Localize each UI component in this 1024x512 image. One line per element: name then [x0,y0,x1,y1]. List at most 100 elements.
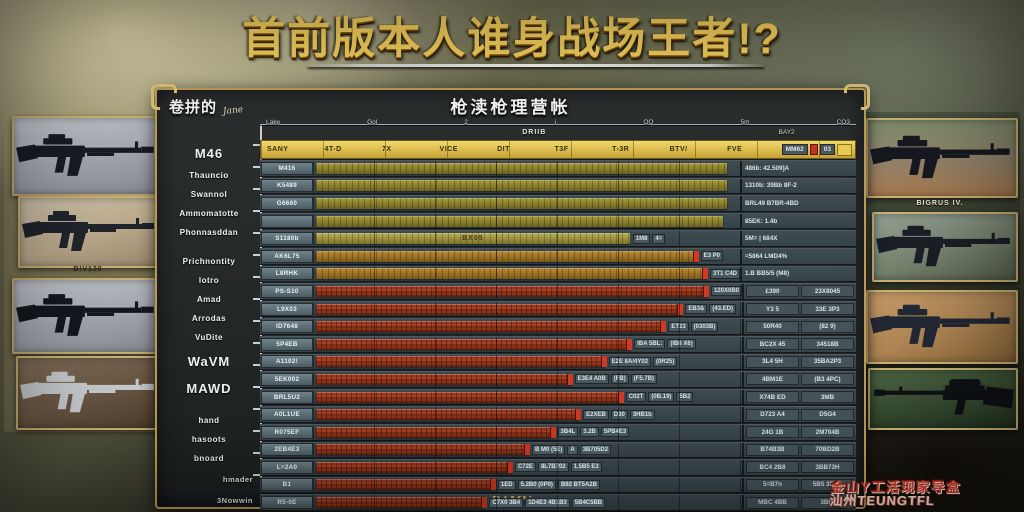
bar-end-value-box: C7X0 3B4 [489,497,524,508]
column-header: T3F [554,146,569,153]
row-stat-track: C72E 8L7B702 1.5B5 E3 [313,460,742,475]
stats-panel: 枪渎枪理营帐 卷拼的 Jane M46 Thauncio Swannol Ammoma… [151,84,870,512]
bar-end-value-box: (0B.19) [648,392,675,403]
bar-end-chips: C7X0 3B4 1D4E3 4B1B3 5B4C5BB [489,497,606,508]
bar-center-text: BX05 [462,235,484,243]
row-right-values: 50R40 (82 9) [742,319,856,334]
table-sub-labels: DRIIB BAY2 [260,129,856,140]
row-right-values: 24G 1B 2M704B [742,424,856,440]
row-weapon-label: A0L1UE [261,408,313,422]
row-value-primary: BC2X 45 [746,338,799,351]
row-stat-track [313,178,740,194]
table-body: M416 486b: 42.509]A K5489 1310b: 39Bb 8F-2 G… [260,160,856,512]
row-stat-track [313,161,740,176]
table-row: 5P4EB IBA 5BL: (IB8 X6) BC2X 45 34518B [260,335,856,353]
bar-end-chips: E3E4 A0B (FB) (F5.7B) [574,374,658,385]
bar-end-value-box: 3B705D2 [579,444,612,455]
row-value-secondary: (82 9) [801,320,854,333]
row-weapon-label [261,214,313,228]
row-stat-bar [316,250,699,262]
row-value-secondary: 33E 3P3 [801,303,854,316]
row-right-values: B74B3B 70BD2B [742,442,856,458]
row-annotation: 1.B BB5/5 (M8) [740,266,856,282]
bar-end-value-box: 1M8 [632,233,651,244]
gun-image-right-1 [866,118,1018,198]
table-row: G6660 BRL49 B7BR-4BD [260,195,856,212]
row-annotation: BRL49 B7BR-4BD [740,196,856,211]
row-stat-track: ET23 (0303B) [313,319,742,334]
table-row: ID7648 ET23 (0303B) 50R40 (82 9) [260,318,856,335]
row-right-values: D723 A4 D5G4 [742,407,856,422]
bar-end-value-box: B92 BT5A2B [557,479,600,490]
sidebar-weapon-label: 3Nowwin [216,496,253,505]
row-stat-track: 3B4L 3.2B 5PB4E3 [313,424,742,440]
bar-end-chips: 3T1 C4D [709,268,740,279]
row-weapon-label: 2EB4E3 [261,443,313,457]
title-underline [308,64,764,67]
panel-title: 枪渎枪理营帐 [450,98,571,117]
bar-end-value-box: 120X0B0 [710,286,742,297]
row-stat-track: EB3& (43.ED) [313,301,742,317]
table-header-row: SANY 4T-D 7X VICE DIT T3F T-3R BTV/FVE MM62 03 [260,140,856,159]
ruler-tick-label: Gol [367,119,378,126]
row-annotation: =5864 LMD4% [740,248,856,264]
row-weapon-label: S1180b [261,232,313,246]
row-weapon-label: M416 [261,161,313,175]
sidebar-weapon-label: Ammomatotte [179,209,239,218]
column-header: 4T-D [324,146,342,153]
row-value-secondary: D5G4 [801,408,854,421]
table-mid-label: DRIIB [522,129,547,136]
table-row: A0L1UE E2XEB D30 3HB1b D723 A4 D5G4 [260,406,856,423]
row-stat-track: E2E 8A/4Y02 (0R25) [313,354,742,370]
bar-end-value-box: C72E [514,462,536,473]
gun-image-left-3 [12,278,162,354]
bar-end-value-box: (IB8 X6) [667,339,696,350]
row-value-secondary: 35BA2P3 [801,355,854,368]
row-weapon-label: 5EK002 [261,372,313,386]
column-header: VICE [439,146,458,153]
sidebar-weapon-label: lotro [198,276,220,285]
table-row: K5489 1310b: 39Bb 8F-2 [260,177,856,195]
table-row: 85EK: 1.4b [260,212,856,230]
sidebar-weapon-label: hasoots [191,435,227,444]
row-weapon-label: L9X03 [261,302,313,316]
sidebar-weapon-label: Arrodas [191,314,227,323]
bar-end-value-box: 3.2B [580,427,599,438]
bar-end-value-box: D30 [610,409,628,420]
bar-end-value-box: 5B2 [676,392,694,403]
table-row: 2EB4E3 B M0 (5E) A 3B705D2 B74B3B 70BD2B [260,441,856,459]
row-stat-bar [316,444,530,456]
table-row: BRL5U2 C02T (0B.19) 5B2 X74B ED 3MB [260,388,856,406]
row-stat-bar [316,197,728,209]
row-stat-bar [316,162,728,174]
row-value-primary: 50R40 [746,320,799,333]
row-weapon-label: R5-0E [261,496,313,510]
sidebar-weapon-label: M46 [194,146,224,161]
red-marker-chip [809,144,818,155]
table-row: 5EK002 E3E4 A0B (FB) (F5.7B) 4BM1E (B3 4PC) [260,371,856,388]
sidebar-weapon-label: WaVM [187,354,231,369]
bar-end-value-box: (0303B) [690,321,719,332]
row-annotation: 486b: 42.509]A [740,161,856,176]
bar-end-chips: E2E 8A/4Y02 (0R25) [608,356,678,367]
row-value-secondary: 3MB [801,391,854,404]
gun-image-right-2 [872,212,1018,282]
row-value-secondary: 3BB73H [801,461,854,474]
row-value-primary: B74B3B [746,443,799,456]
bar-end-value-box: (F5.7B) [630,374,658,385]
bar-end-value-box: A [567,444,578,455]
page-title: 首前版本人谁身战场王者!? [242,15,782,63]
row-weapon-label: ID7648 [261,320,313,334]
row-right-values: 3L4 5H 35BA2P3 [742,354,856,370]
sidebar-weapon-label: Thauncio [189,171,229,180]
gun-image-left-4 [16,356,162,430]
column-header: SANY [267,146,289,153]
header-value-box: MM62 [781,144,808,155]
bar-end-value-box: E2E 8A/4Y02 [608,356,652,367]
row-stat-track: IBA 5BL: (IB8 X6) [313,336,742,352]
panel-corner-label: 卷拼的 [169,99,218,116]
header-value-box: 03 [819,144,835,155]
sidebar-weapon-label: Swannol [190,190,228,199]
gun-image-right-4 [868,368,1018,430]
column-header: BTV/ [669,146,688,153]
